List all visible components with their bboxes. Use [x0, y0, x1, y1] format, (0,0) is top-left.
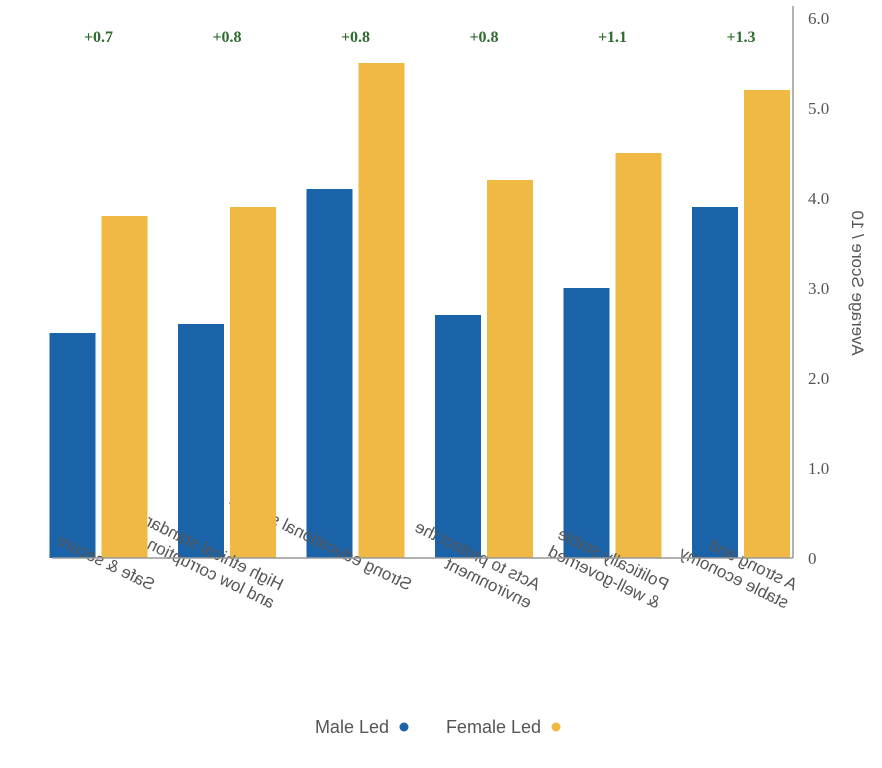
legend-label-female-led: Female Led: [446, 717, 541, 737]
y-axis-title: Average Score / 10: [848, 210, 867, 355]
difference-label-2: +0.8: [469, 29, 498, 46]
y-tick-label-5: 5.0: [808, 99, 829, 118]
y-tick-label-1: 1.0: [808, 459, 829, 478]
bar-male-led-5: [49, 333, 96, 558]
difference-label-4: +0.8: [212, 29, 241, 46]
bar-male-led-0: [692, 207, 738, 558]
difference-label-3: +0.8: [341, 29, 370, 46]
legend-marker-male-led: [399, 722, 409, 732]
bar-female-led-4: [230, 207, 276, 558]
legend-marker-female-led: [551, 722, 561, 732]
y-tick-label-0: 0: [808, 549, 817, 568]
y-tick-label-3: 3.0: [808, 279, 829, 298]
y-tick-label-2: 2.0: [808, 369, 829, 388]
difference-label-1: +1.1: [598, 29, 627, 46]
bar-male-led-2: [435, 315, 481, 558]
y-tick-label-6: 6.0: [808, 9, 829, 28]
bar-female-led-0: [744, 90, 790, 558]
bar-female-led-3: [358, 63, 405, 558]
bar-female-led-5: [101, 216, 148, 558]
bar-female-led-2: [487, 180, 533, 558]
legend-label-male-led: Male Led: [315, 717, 389, 737]
bar-male-led-4: [178, 324, 224, 558]
bar-female-led-1: [615, 153, 662, 558]
difference-label-0: +1.3: [726, 29, 755, 46]
difference-label-5: +0.7: [84, 29, 113, 46]
bar-male-led-1: [563, 288, 610, 558]
y-tick-label-4: 4.0: [808, 189, 829, 208]
bar-male-led-3: [306, 189, 353, 558]
